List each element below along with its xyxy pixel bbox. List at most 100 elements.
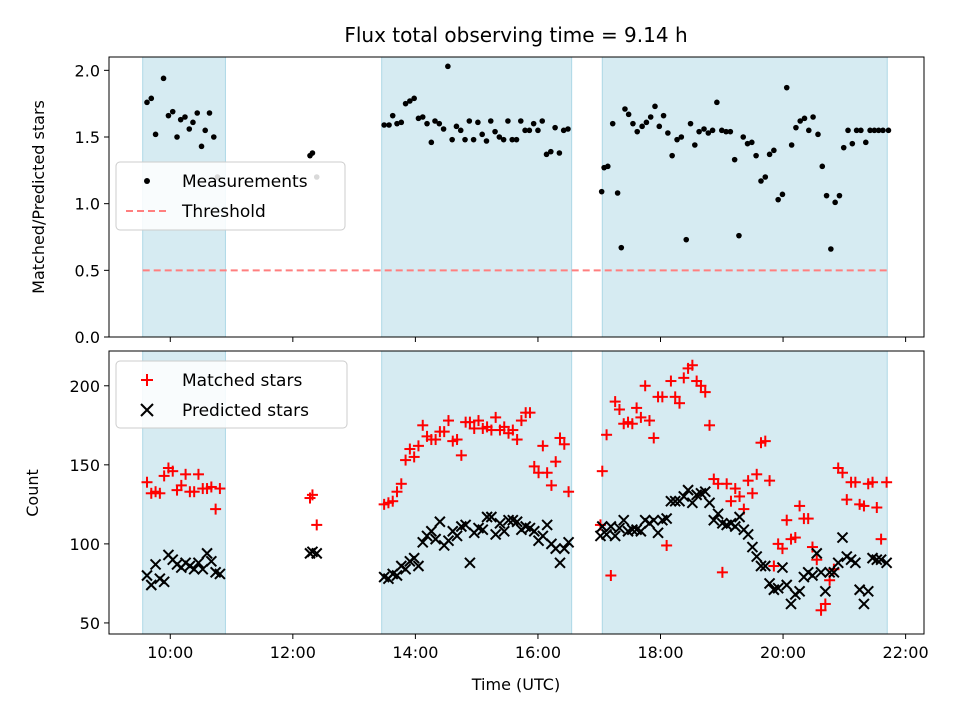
predicted-star-d2 — [596, 520, 608, 533]
legend-predicted-label: Predicted stars — [182, 401, 309, 421]
measurement-point — [560, 127, 567, 134]
measurement-point — [548, 148, 554, 155]
count-x-axis: 10:00 12:00 14:00 16:00 18:00 20:00 22:00 — [147, 634, 929, 662]
predicted-star-d2 — [464, 557, 476, 569]
predicted-star-d2 — [391, 569, 403, 582]
measurement-point — [736, 232, 742, 239]
count-y-tick-label: 200 — [69, 377, 100, 396]
matched-star-point — [815, 604, 827, 616]
x-tick-label: 20:00 — [760, 643, 806, 662]
matched-star-point — [515, 415, 527, 427]
predicted-star-point — [192, 557, 205, 569]
measurement-point — [775, 196, 781, 203]
count-legend-box — [115, 360, 348, 429]
measurement-point — [714, 99, 720, 106]
predicted-star-d2 — [742, 528, 754, 541]
measurement-point — [174, 134, 180, 140]
legend-threshold-label: Threshold — [181, 202, 266, 222]
measurement-point — [625, 111, 632, 118]
matched-star-point — [558, 438, 570, 450]
matched-star-point — [631, 402, 643, 414]
predicted-star-d2 — [481, 511, 493, 523]
measurement-point — [701, 126, 707, 132]
measurement-point — [394, 120, 400, 127]
predicted-star-point — [477, 523, 489, 536]
measurement-point — [517, 118, 524, 124]
predicted-star-point — [425, 525, 438, 537]
measurement-point — [665, 130, 671, 136]
x-axis-label: Time (UTC) — [471, 675, 560, 694]
predicted-star-d2 — [141, 569, 153, 582]
predicted-star-point — [746, 541, 759, 553]
predicted-star-d2 — [793, 585, 806, 598]
predicted-star-d2 — [751, 550, 763, 563]
measurement-point — [522, 127, 528, 134]
measurement-point — [148, 95, 155, 102]
matched-star-point — [473, 415, 485, 427]
predicted-star-point — [417, 536, 429, 549]
matched-star-point — [511, 434, 523, 446]
measurement-point — [381, 122, 387, 128]
measurement-point — [805, 127, 812, 134]
measurement-point — [749, 139, 755, 146]
predicted-star-d2 — [528, 525, 540, 537]
predicted-star-point — [660, 512, 673, 525]
measurement-point — [198, 143, 205, 150]
predicted-star-point — [776, 561, 789, 574]
predicted-star-point — [712, 508, 724, 520]
measurement-point — [840, 144, 847, 151]
predicted-star-point — [682, 484, 694, 496]
count-panel: 50 100 150 200 10:00 12:00 14:00 16:00 18:00 20:… — [23, 350, 929, 694]
predicted-star-d2 — [600, 528, 613, 541]
measurement-point — [779, 191, 786, 198]
measurement-point — [206, 110, 213, 116]
matched-star-point — [154, 487, 166, 499]
measurement-point — [466, 118, 473, 124]
measurement-point — [678, 134, 685, 140]
measurement-point — [202, 127, 209, 134]
measurement-point — [731, 156, 738, 163]
predicted-star-point — [494, 517, 506, 530]
ratio-plot-frame — [108, 56, 925, 338]
observing-window-band — [601, 350, 888, 635]
matched-star-point — [395, 478, 407, 490]
predicted-star-point — [554, 557, 566, 569]
count-y-axis: 50 100 150 200 — [69, 377, 109, 633]
measurement-point — [740, 134, 747, 140]
chart-title: Flux total observing time = 9.14 h — [344, 23, 687, 47]
predicted-star-d2 — [378, 571, 390, 583]
predicted-star-point — [618, 514, 630, 526]
matched-star-point — [524, 407, 536, 419]
predicted-star-point — [498, 525, 510, 537]
predicted-star-point — [434, 516, 446, 528]
matched-star-point — [699, 386, 711, 398]
predicted-star-point — [652, 527, 664, 539]
predicted-star-point — [751, 550, 763, 563]
predicted-star-d2 — [498, 525, 510, 537]
predicted-star-point — [669, 495, 681, 507]
predicted-star-d2 — [819, 585, 832, 598]
predicted-star-point — [686, 497, 699, 509]
observing-window-band — [381, 350, 573, 635]
predicted-star-point — [828, 566, 840, 579]
matched-star-point — [639, 380, 651, 392]
measurement-point — [453, 123, 460, 130]
matched-star-point — [412, 440, 424, 452]
predicted-star-d2 — [699, 486, 711, 498]
matched-star-point — [438, 426, 450, 438]
measurement-point — [643, 119, 650, 126]
ratio-y-tick-label: 1.0 — [75, 195, 100, 214]
measurement-point — [762, 174, 769, 180]
predicted-star-point — [626, 523, 639, 536]
measurement-point — [674, 136, 680, 143]
measurement-point — [753, 152, 759, 159]
predicted-star-d2 — [746, 541, 759, 553]
matched-star-point — [408, 451, 420, 463]
predicted-star-point — [511, 516, 523, 528]
predicted-star-point — [600, 528, 613, 541]
measurement-point — [634, 128, 641, 135]
measurement-point — [475, 119, 481, 126]
measurement-point — [687, 120, 694, 127]
matched-star-point — [311, 519, 323, 531]
predicted-star-d2 — [188, 563, 200, 575]
